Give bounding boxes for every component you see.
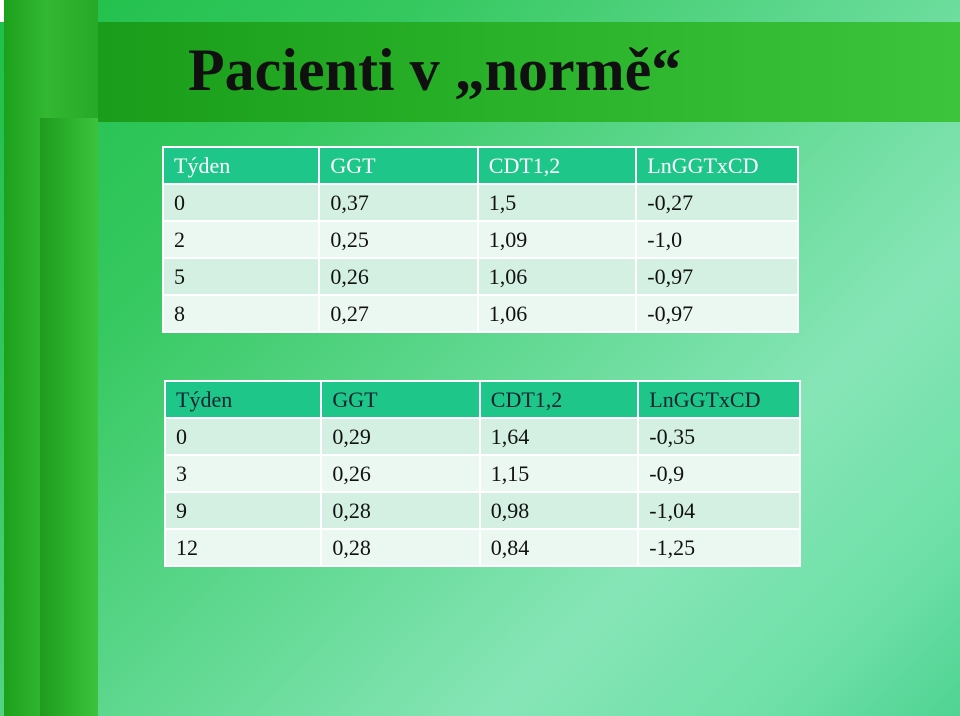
table-row: 0 0,29 1,64 -0,35 (166, 419, 799, 454)
data-table-first: Týden GGT CDT1,2 LnGGTxCD 0 0,37 1,5 -0,… (162, 146, 799, 333)
header-cell-cdt: CDT1,2 (480, 382, 638, 417)
table-row: 12 0,28 0,84 -1,25 (166, 530, 799, 565)
top-decorative-band (98, 22, 960, 122)
table-cell: 0,37 (320, 185, 477, 220)
table-row: 3 0,26 1,15 -0,9 (166, 456, 799, 491)
table-cell: 0,98 (480, 493, 638, 528)
table-cell: 0 (166, 419, 321, 454)
header-cell-week: Týden (166, 382, 321, 417)
table-row: 8 0,27 1,06 -0,97 (164, 296, 797, 331)
table-cell: 0,26 (322, 456, 479, 491)
table-cell: 0,28 (322, 530, 479, 565)
table-cell: 0,25 (320, 222, 477, 257)
table-cell: 1,06 (478, 296, 636, 331)
table-cell: 0,26 (320, 259, 477, 294)
table-cell: -0,35 (639, 419, 799, 454)
table-cell: 1,09 (478, 222, 636, 257)
table-cell: -0,9 (639, 456, 799, 491)
table-cell: -1,0 (637, 222, 797, 257)
table-cell: 12 (166, 530, 321, 565)
table-cell: -0,27 (637, 185, 797, 220)
table-row: 9 0,28 0,98 -1,04 (166, 493, 799, 528)
header-cell-ggt: GGT (320, 148, 477, 183)
table-cell: 0,27 (320, 296, 477, 331)
left-decorative-band-inner (40, 118, 98, 716)
table-header-row: Týden GGT CDT1,2 LnGGTxCD (166, 382, 799, 417)
table-cell: 5 (164, 259, 319, 294)
table-cell: 0,28 (322, 493, 479, 528)
table-cell: 1,06 (478, 259, 636, 294)
table-cell: 0 (164, 185, 319, 220)
header-cell-cdt: CDT1,2 (478, 148, 636, 183)
table-cell: 2 (164, 222, 319, 257)
table-cell: 0,84 (480, 530, 638, 565)
table-row: 0 0,37 1,5 -0,27 (164, 185, 797, 220)
table-cell: -1,25 (639, 530, 799, 565)
data-table-second: Týden GGT CDT1,2 LnGGTxCD 0 0,29 1,64 -0… (164, 380, 801, 567)
table-header-row: Týden GGT CDT1,2 LnGGTxCD (164, 148, 797, 183)
table-cell: 3 (166, 456, 321, 491)
header-cell-ggt: GGT (322, 382, 479, 417)
table-row: 2 0,25 1,09 -1,0 (164, 222, 797, 257)
table-cell: -0,97 (637, 259, 797, 294)
table-cell: 1,64 (480, 419, 638, 454)
slide-title: Pacienti v „normě“ (188, 37, 682, 103)
table-row: 5 0,26 1,06 -0,97 (164, 259, 797, 294)
table-cell: -0,97 (637, 296, 797, 331)
header-cell-week: Týden (164, 148, 319, 183)
table-cell: -1,04 (639, 493, 799, 528)
table-cell: 8 (164, 296, 319, 331)
header-cell-lnggtxcd: LnGGTxCD (637, 148, 797, 183)
table-cell: 0,29 (322, 419, 479, 454)
table-cell: 9 (166, 493, 321, 528)
table-cell: 1,5 (478, 185, 636, 220)
table-cell: 1,15 (480, 456, 638, 491)
header-cell-lnggtxcd: LnGGTxCD (639, 382, 799, 417)
